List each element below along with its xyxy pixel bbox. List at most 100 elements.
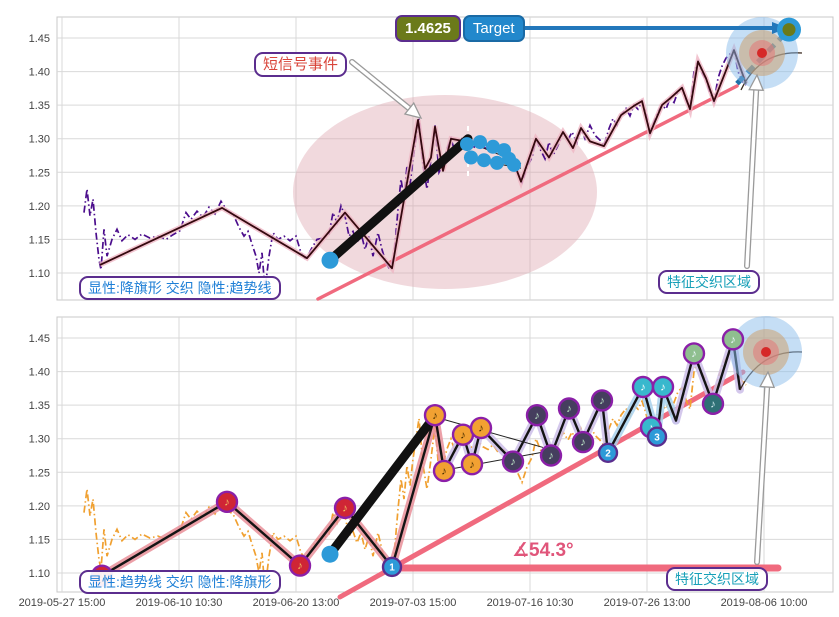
y-tick-label: 1.35 xyxy=(29,400,50,412)
note-glyph: ♪ xyxy=(342,502,348,514)
note-glyph: ♪ xyxy=(710,398,716,410)
pivot-note-marker xyxy=(721,328,745,351)
y-tick-label: 1.30 xyxy=(29,134,50,146)
white-arrow-shaft xyxy=(745,88,758,268)
trendline-angle-label: ∡54.3° xyxy=(512,540,574,561)
trendline-touch-marker xyxy=(646,426,668,447)
note-glyph: ♪ xyxy=(478,423,484,435)
marker-number: 1 xyxy=(389,563,395,574)
y-tick-label: 1.20 xyxy=(29,501,50,513)
pivot-note-marker xyxy=(460,453,484,476)
signal-event-label: 短信号事件 xyxy=(254,52,348,77)
note-glyph: ♪ xyxy=(224,496,230,508)
pivot-note-marker xyxy=(539,444,563,467)
y-tick-label: 1.15 xyxy=(29,234,50,246)
note-glyph: ♪ xyxy=(510,456,516,468)
white-arrow-head xyxy=(759,370,776,389)
note-glyph: ♪ xyxy=(640,382,646,394)
pivot-note-marker xyxy=(682,342,706,365)
y-tick-label: 1.10 xyxy=(29,268,50,280)
y-tick-label: 1.10 xyxy=(29,568,50,580)
marker-number: 3 xyxy=(654,432,660,443)
note-glyph: ♪ xyxy=(660,382,666,394)
pivot-note-marker xyxy=(590,389,614,412)
y-tick-label: 1.25 xyxy=(29,167,50,179)
signal-dot xyxy=(473,135,487,150)
y-tick-label: 1.35 xyxy=(29,100,50,112)
y-tick-label: 1.40 xyxy=(29,67,50,79)
y-tick-label: 1.40 xyxy=(29,367,50,379)
pivot-note-marker xyxy=(469,416,493,440)
top-pattern-label: 显性:降旗形 交织 隐性:趋势线 xyxy=(79,276,281,300)
note-glyph: ♪ xyxy=(297,560,303,572)
bullseye-center-dot xyxy=(761,347,771,357)
x-axis: 2019-05-27 15:00 2019-06-10 10:30 2019-06-… xyxy=(19,597,808,609)
pivot-note-marker xyxy=(423,404,447,427)
signal-dot xyxy=(464,150,478,165)
note-glyph: ♪ xyxy=(469,459,475,471)
panel-top[interactable]: 1.45 1.40 1.35 1.30 1.25 1.20 1.15 1.10 xyxy=(29,16,834,301)
y-tick-label: 1.15 xyxy=(29,534,50,546)
pivot-note-marker xyxy=(525,404,549,427)
y-tick-label: 1.45 xyxy=(29,33,50,45)
target-chip: Target xyxy=(462,15,525,42)
note-glyph: ♪ xyxy=(460,429,466,441)
flag-boundary-line xyxy=(443,451,544,471)
note-glyph: ♪ xyxy=(691,348,697,360)
x-tick-label: 2019-07-26 13:00 xyxy=(604,597,691,609)
x-tick-label: 2019-05-27 15:00 xyxy=(19,597,106,609)
trendline-touch-marker xyxy=(381,556,403,578)
pivot-note-marker xyxy=(215,490,239,514)
target-chip-row: 1.4625 Target xyxy=(395,15,525,42)
note-glyph: ♪ xyxy=(730,334,736,346)
pivot-line xyxy=(99,49,747,270)
target-point-core xyxy=(782,23,796,37)
note-glyph: ♪ xyxy=(599,395,605,407)
panel-bottom[interactable]: 1.45 1.40 1.35 1.30 1.25 1.20 1.15 1.10 ♪ ♪ ♪ ♪ 1 ♪ ♪ ♪… xyxy=(29,316,834,600)
signal-dot xyxy=(490,155,504,170)
pivot-note-marker xyxy=(571,430,595,454)
x-tick-label: 2019-06-10 10:30 xyxy=(136,597,223,609)
pivot-note-marker xyxy=(557,397,581,420)
note-glyph: ♪ xyxy=(432,410,438,422)
y-tick-label: 1.25 xyxy=(29,467,50,479)
note-glyph: ♪ xyxy=(534,410,540,422)
signal-thick-line xyxy=(325,134,473,265)
bottom-pattern-label: 显性:趋势线 交织 隐性:降旗形 xyxy=(79,570,281,594)
white-arrow-head xyxy=(748,73,765,92)
x-tick-label: 2019-07-03 15:00 xyxy=(370,597,457,609)
trendline-touch-marker xyxy=(597,442,619,464)
y-tick-label: 1.30 xyxy=(29,434,50,446)
target-value-chip: 1.4625 xyxy=(395,15,461,42)
white-arrow-head xyxy=(403,101,423,119)
x-tick-label: 2019-08-06 10:00 xyxy=(721,597,808,609)
signal-thick-line xyxy=(325,412,439,559)
note-glyph: ♪ xyxy=(566,403,572,415)
marker-number: 2 xyxy=(605,448,611,459)
top-feature-region-label: 特征交织区域 xyxy=(658,270,760,294)
bottom-feature-region-label: 特征交织区域 xyxy=(666,567,768,591)
signal-dot xyxy=(460,137,474,152)
signal-start-dot xyxy=(321,545,339,563)
note-glyph: ♪ xyxy=(580,437,586,449)
pivot-note-marker xyxy=(333,496,357,520)
pivot-note-marker xyxy=(432,459,456,483)
x-tick-label: 2019-06-20 13:00 xyxy=(253,597,340,609)
pivot-note-marker xyxy=(288,554,312,577)
note-glyph: ♪ xyxy=(548,450,554,462)
pivot-note-marker xyxy=(651,375,675,399)
white-arrow-shaft xyxy=(755,385,769,564)
signal-dot xyxy=(507,157,521,172)
white-arrow-shaft xyxy=(350,60,412,111)
pivot-note-marker xyxy=(701,392,725,415)
note-glyph: ♪ xyxy=(648,422,654,434)
note-glyph: ♪ xyxy=(441,466,447,478)
signal-start-dot xyxy=(321,251,339,269)
signal-dot xyxy=(477,153,491,168)
x-tick-label: 2019-07-16 10:30 xyxy=(487,597,574,609)
y-tick-label: 1.45 xyxy=(29,333,50,345)
bullseye-center-dot xyxy=(757,48,767,58)
highlight-ellipse xyxy=(293,95,597,289)
